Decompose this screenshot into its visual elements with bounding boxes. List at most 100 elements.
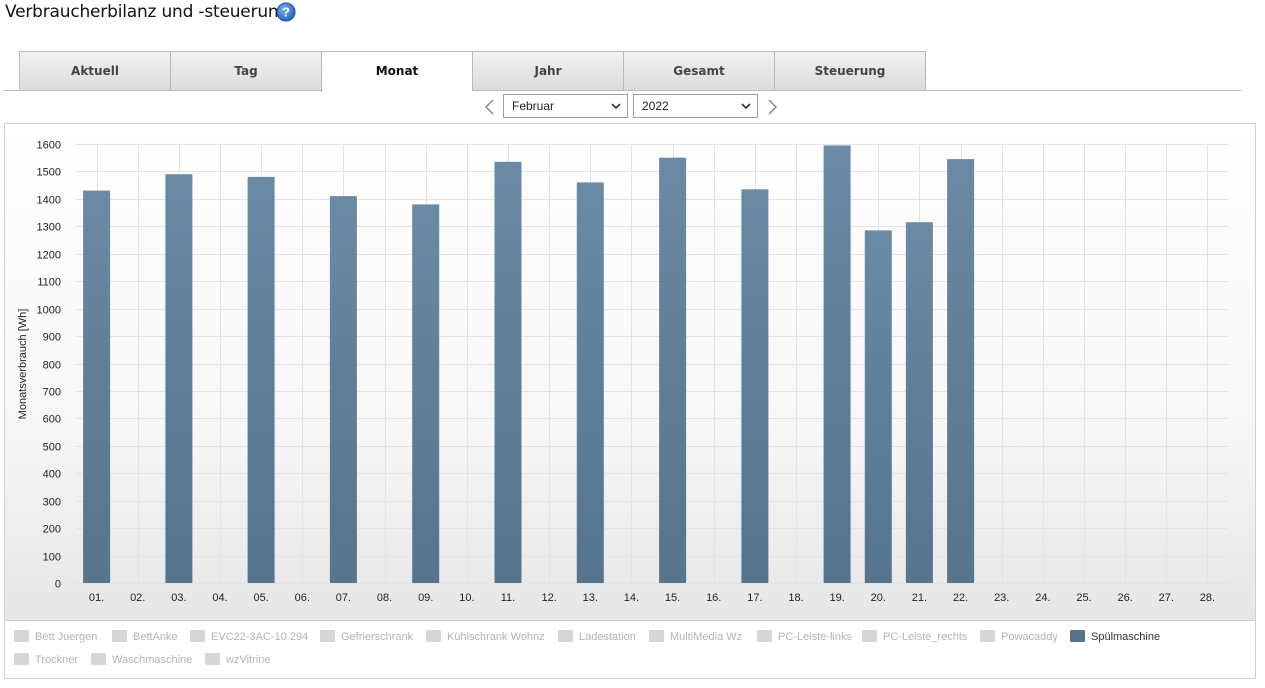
bar-05[interactable] xyxy=(247,176,275,583)
legend-item[interactable]: wzVitrine xyxy=(205,653,270,667)
tab-gesamt[interactable]: Gesamt xyxy=(623,51,774,90)
bar-20[interactable] xyxy=(864,230,892,583)
page-title: Verbraucherbilanz und -steuerung xyxy=(5,2,290,22)
legend-label: Trockner xyxy=(35,654,78,666)
bar-01[interactable] xyxy=(83,190,111,583)
chevron-right-icon[interactable] xyxy=(764,97,780,117)
y-tick-label: 100 xyxy=(43,552,61,564)
x-tick-label: 09. xyxy=(418,592,433,604)
tab-monat[interactable]: Monat xyxy=(321,51,472,92)
legend: Bett Juergen BettAnke EVC22-3AC-10 294 Gefr… xyxy=(4,621,1256,679)
y-tick-label: 500 xyxy=(43,442,61,454)
legend-label: Ladestation xyxy=(579,631,636,643)
bar-15[interactable] xyxy=(659,157,687,583)
x-tick-label: 10. xyxy=(459,592,474,604)
legend-swatch xyxy=(190,630,205,642)
y-tick-label: 1600 xyxy=(37,140,61,152)
legend-label: EVC22-3AC-10 294 xyxy=(211,631,309,643)
legend-label: PC-Leiste_rechts xyxy=(883,631,968,643)
bar-11[interactable] xyxy=(494,161,522,584)
legend-item[interactable]: Bett Juergen xyxy=(14,630,97,644)
legend-item[interactable]: EVC22-3AC-10 294 xyxy=(190,630,308,644)
y-tick-label: 800 xyxy=(43,360,61,372)
x-tick-label: 13. xyxy=(583,592,598,604)
year-select-value: 2022 xyxy=(642,99,669,113)
x-tick-label: 02. xyxy=(130,592,145,604)
legend-swatch xyxy=(112,630,127,642)
svg-text:?: ? xyxy=(282,5,290,20)
y-tick-label: 700 xyxy=(43,387,61,399)
legend-swatch xyxy=(649,630,664,642)
x-tick-label: 06. xyxy=(295,592,310,604)
bar-13[interactable] xyxy=(576,182,604,583)
x-tick-label: 22. xyxy=(953,592,968,604)
legend-swatch xyxy=(862,630,877,642)
legend-item[interactable]: Spülmaschine xyxy=(1070,630,1160,644)
x-tick-label: 19. xyxy=(829,592,844,604)
x-tick-label: 08. xyxy=(377,592,392,604)
legend-item[interactable]: PC-Leiste-links xyxy=(757,630,852,644)
tab-tag[interactable]: Tag xyxy=(170,51,321,90)
legend-item[interactable]: PC-Leiste_rechts xyxy=(862,630,967,644)
legend-item[interactable]: Ladestation xyxy=(558,630,636,644)
y-tick-label: 900 xyxy=(43,332,61,344)
tab-steuerung[interactable]: Steuerung xyxy=(774,51,926,90)
chevron-left-icon[interactable] xyxy=(482,97,498,117)
legend-label: Waschmaschine xyxy=(112,654,193,666)
legend-label: MultiMedia Wz xyxy=(670,631,743,643)
x-tick-label: 12. xyxy=(541,592,556,604)
bar-03[interactable] xyxy=(165,174,193,583)
tab-jahr[interactable]: Jahr xyxy=(472,51,623,90)
legend-swatch xyxy=(320,630,335,642)
legend-item[interactable]: MultiMedia Wz xyxy=(649,630,742,644)
y-tick-label: 0 xyxy=(55,579,61,591)
x-tick-label: 14. xyxy=(624,592,639,604)
legend-label: Bett Juergen xyxy=(35,631,98,643)
help-icon[interactable]: ? xyxy=(276,2,296,22)
bar-21[interactable] xyxy=(905,222,933,583)
x-tick-label: 04. xyxy=(212,592,227,604)
consumption-chart: 0 100 200 300 400 500 600 700 800 900 1000 1100 1200… xyxy=(17,140,1228,604)
x-tick-label: 26. xyxy=(1117,592,1132,604)
tab-aktuell[interactable]: Aktuell xyxy=(19,51,170,90)
legend-item[interactable]: BettAnke xyxy=(112,630,178,644)
month-select-value: Februar xyxy=(512,99,555,113)
bar-07[interactable] xyxy=(329,196,357,583)
legend-swatch xyxy=(14,630,29,642)
y-tick-label: 1400 xyxy=(37,195,61,207)
legend-label: Powacaddy xyxy=(1001,631,1058,643)
bar-19[interactable] xyxy=(823,145,851,583)
legend-item[interactable]: Kühlschrank Wohnz xyxy=(426,630,545,644)
y-tick-label: 1200 xyxy=(37,250,61,262)
legend-item[interactable]: Gefrierschrank xyxy=(320,630,413,644)
x-tick-label: 23. xyxy=(994,592,1009,604)
legend-item[interactable]: Trockner xyxy=(14,653,78,667)
x-tick-label: 27. xyxy=(1159,592,1174,604)
y-tick-label: 1300 xyxy=(37,222,61,234)
year-select[interactable]: 2022 xyxy=(633,94,758,118)
legend-swatch xyxy=(205,653,220,665)
y-tick-label: 1000 xyxy=(37,305,61,317)
x-tick-label: 20. xyxy=(871,592,886,604)
x-tick-label: 17. xyxy=(747,592,762,604)
legend-swatch xyxy=(1070,630,1085,642)
legend-label: Gefrierschrank xyxy=(341,631,414,643)
bar-17[interactable] xyxy=(741,189,769,584)
legend-item[interactable]: Waschmaschine xyxy=(91,653,192,667)
legend-swatch xyxy=(91,653,106,665)
legend-swatch xyxy=(14,653,29,665)
y-tick-label: 600 xyxy=(43,414,61,426)
period-tabs: Aktuell Tag Monat Jahr Gesamt Steuerung xyxy=(19,51,926,92)
legend-label: Kühlschrank Wohnz xyxy=(447,631,545,643)
x-tick-label: 15. xyxy=(665,592,680,604)
x-tick-label: 24. xyxy=(1035,592,1050,604)
x-tick-label: 07. xyxy=(336,592,351,604)
bar-22[interactable] xyxy=(947,159,975,583)
tab-divider xyxy=(4,90,1241,91)
y-tick-label: 1500 xyxy=(37,167,61,179)
month-select[interactable]: Februar xyxy=(503,94,628,118)
legend-item[interactable]: Powacaddy xyxy=(980,630,1058,644)
bar-09[interactable] xyxy=(412,204,440,583)
chevron-down-icon xyxy=(611,103,621,110)
y-tick-label: 300 xyxy=(43,497,61,509)
